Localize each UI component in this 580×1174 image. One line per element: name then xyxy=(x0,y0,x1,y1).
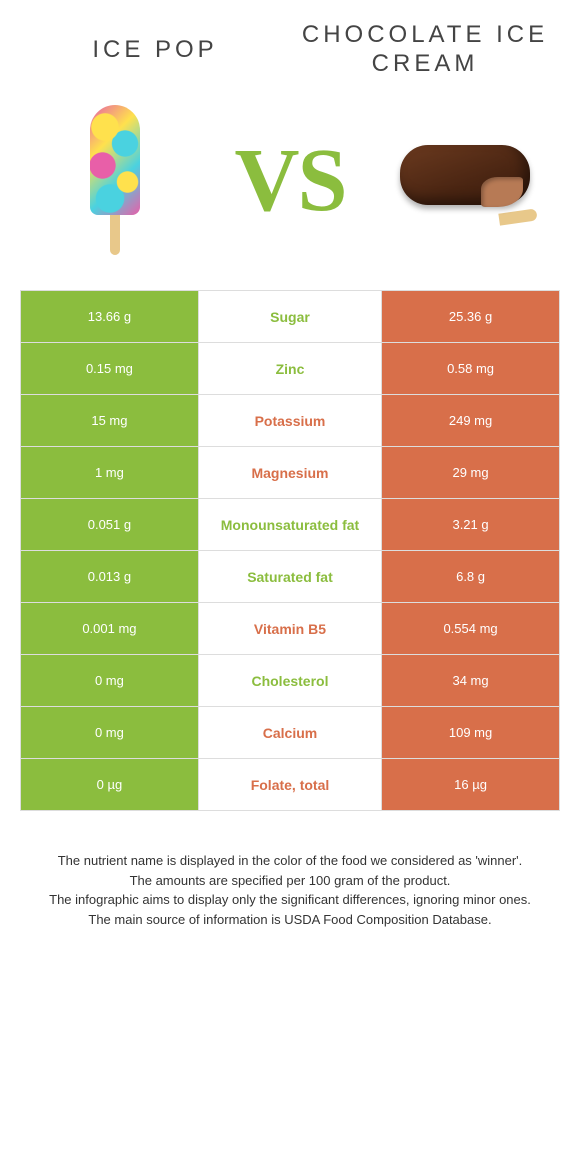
table-row: 0 mgCholesterol34 mg xyxy=(21,655,560,707)
nutrient-label: Folate, total xyxy=(198,759,381,811)
table-row: 13.66 gSugar25.36 g xyxy=(21,291,560,343)
left-value: 0 mg xyxy=(21,655,199,707)
right-value: 6.8 g xyxy=(382,551,560,603)
right-value: 0.554 mg xyxy=(382,603,560,655)
right-value: 29 mg xyxy=(382,447,560,499)
left-value: 0.051 g xyxy=(21,499,199,551)
right-value: 249 mg xyxy=(382,395,560,447)
nutrient-label: Monounsaturated fat xyxy=(198,499,381,551)
left-value: 1 mg xyxy=(21,447,199,499)
nutrient-table: 13.66 gSugar25.36 g0.15 mgZinc0.58 mg15 … xyxy=(20,290,560,811)
nutrient-label: Vitamin B5 xyxy=(198,603,381,655)
table-row: 0 mgCalcium109 mg xyxy=(21,707,560,759)
footer-line: The amounts are specified per 100 gram o… xyxy=(30,871,550,891)
chocolate-ice-cream-icon xyxy=(395,100,535,260)
table-row: 15 mgPotassium249 mg xyxy=(21,395,560,447)
left-value: 0.001 mg xyxy=(21,603,199,655)
table-row: 0.013 gSaturated fat6.8 g xyxy=(21,551,560,603)
left-value: 15 mg xyxy=(21,395,199,447)
table-row: 0.001 mgVitamin B50.554 mg xyxy=(21,603,560,655)
nutrient-label: Sugar xyxy=(198,291,381,343)
left-value: 13.66 g xyxy=(21,291,199,343)
footer-line: The nutrient name is displayed in the co… xyxy=(30,851,550,871)
footer-line: The infographic aims to display only the… xyxy=(30,890,550,910)
right-value: 3.21 g xyxy=(382,499,560,551)
table-row: 0 µgFolate, total16 µg xyxy=(21,759,560,811)
right-food-title: CHOCOLATE ICE CREAM xyxy=(290,20,560,80)
table-row: 0.051 gMonounsaturated fat3.21 g xyxy=(21,499,560,551)
table-row: 1 mgMagnesium29 mg xyxy=(21,447,560,499)
nutrient-label: Zinc xyxy=(198,343,381,395)
left-value: 0.013 g xyxy=(21,551,199,603)
left-value: 0 µg xyxy=(21,759,199,811)
footer-line: The main source of information is USDA F… xyxy=(30,910,550,930)
nutrient-table-body: 13.66 gSugar25.36 g0.15 mgZinc0.58 mg15 … xyxy=(21,291,560,811)
left-food-title: ICE POP xyxy=(20,20,290,80)
table-row: 0.15 mgZinc0.58 mg xyxy=(21,343,560,395)
image-row: VS xyxy=(0,80,580,290)
nutrient-label: Saturated fat xyxy=(198,551,381,603)
nutrient-label: Magnesium xyxy=(198,447,381,499)
ice-pop-icon xyxy=(45,100,185,260)
header-row: ICE POP CHOCOLATE ICE CREAM xyxy=(0,0,580,80)
right-value: 109 mg xyxy=(382,707,560,759)
vs-label: VS xyxy=(234,129,345,232)
right-value: 34 mg xyxy=(382,655,560,707)
footer-notes: The nutrient name is displayed in the co… xyxy=(0,811,580,929)
left-value: 0.15 mg xyxy=(21,343,199,395)
right-value: 16 µg xyxy=(382,759,560,811)
right-value: 25.36 g xyxy=(382,291,560,343)
nutrient-label: Cholesterol xyxy=(198,655,381,707)
left-value: 0 mg xyxy=(21,707,199,759)
right-value: 0.58 mg xyxy=(382,343,560,395)
nutrient-label: Potassium xyxy=(198,395,381,447)
nutrient-label: Calcium xyxy=(198,707,381,759)
